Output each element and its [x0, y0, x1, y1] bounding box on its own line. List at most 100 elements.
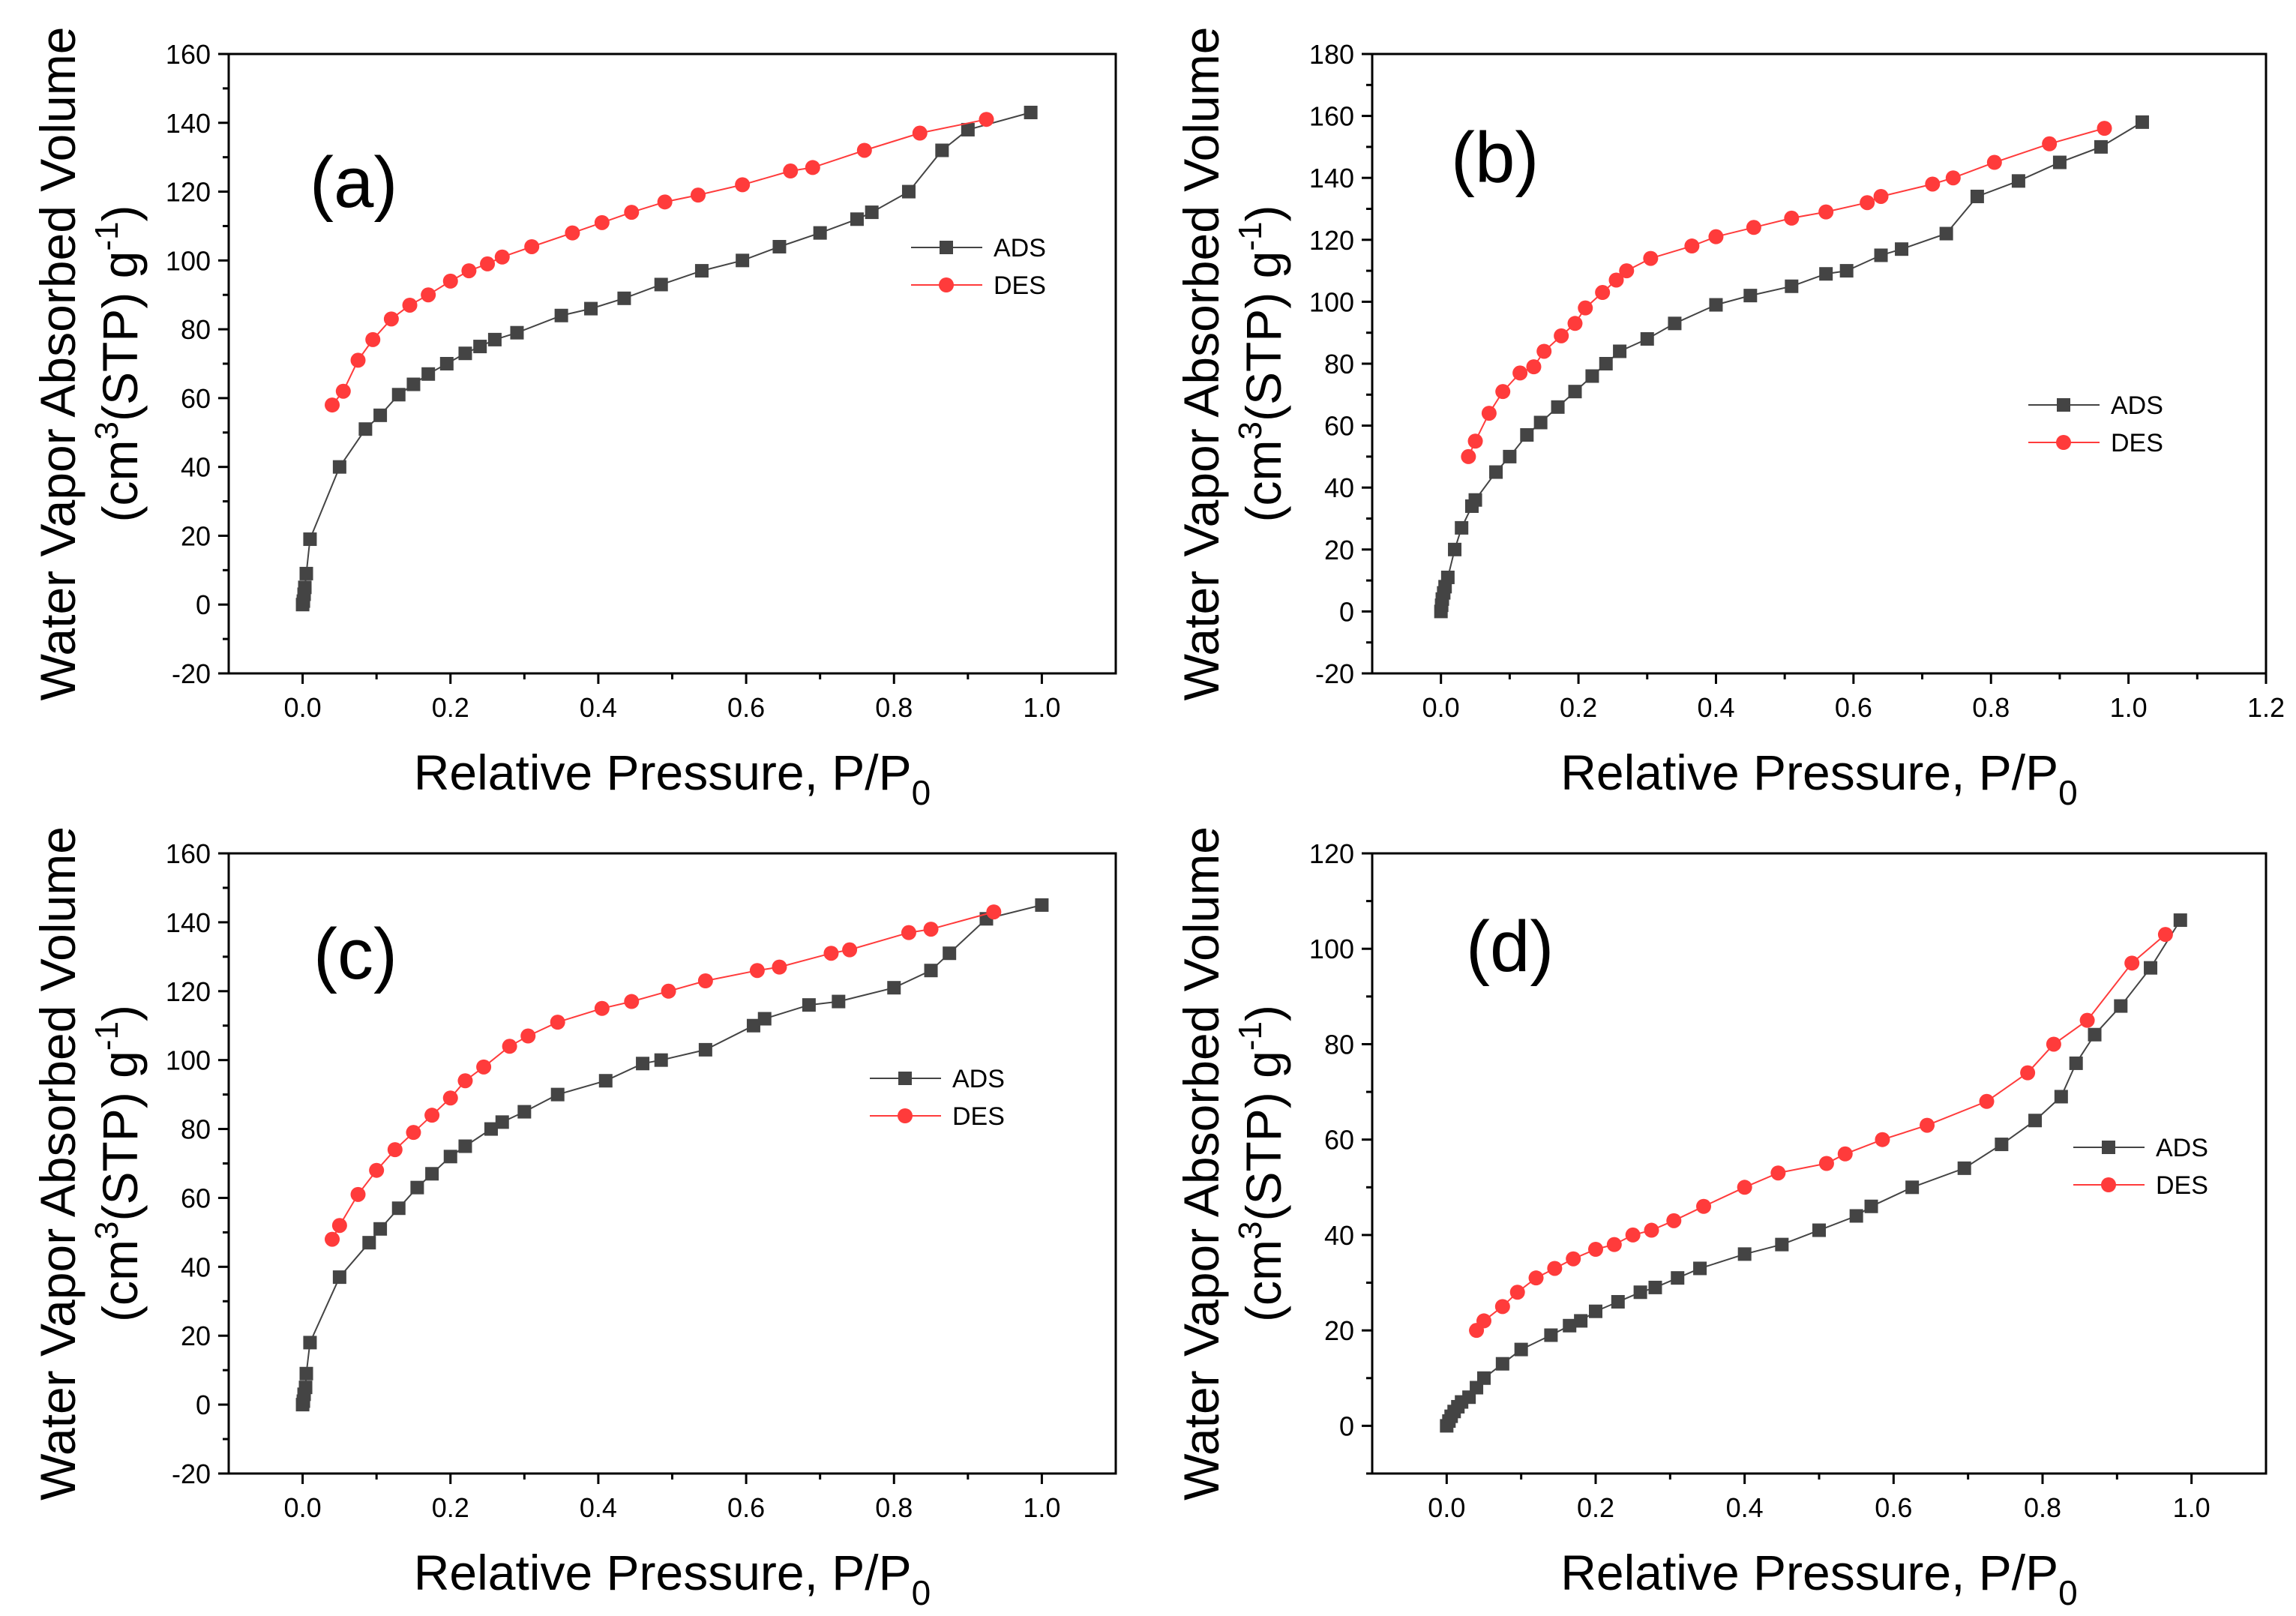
- x-tick-label: 0.6: [727, 1492, 765, 1523]
- y-tick-label: 60: [181, 383, 211, 414]
- data-point-ads: [924, 964, 938, 978]
- y-tick-label: -20: [172, 1459, 211, 1489]
- x-axis-title: Relative Pressure, P/P0: [1560, 745, 2078, 812]
- data-point-ads: [1611, 1294, 1625, 1309]
- data-point-des: [1595, 285, 1611, 301]
- x-tick-label: 0.2: [432, 1492, 469, 1523]
- data-point-ads: [1737, 1247, 1752, 1261]
- data-point-ads: [1905, 1180, 1920, 1195]
- y-axis-title-sup: 3: [1232, 421, 1269, 439]
- data-point-des: [823, 946, 839, 961]
- y-tick-label: 140: [166, 907, 211, 938]
- data-point-ads: [510, 325, 524, 340]
- y-axis-title-close: ): [1236, 1005, 1291, 1021]
- data-point-des: [1684, 238, 1700, 254]
- data-point-ads: [772, 239, 787, 253]
- data-point-des: [1481, 406, 1497, 421]
- data-point-des: [1986, 154, 2002, 170]
- y-tick-label: 0: [196, 1390, 211, 1420]
- data-point-des: [1860, 195, 1875, 211]
- y-tick-label: 40: [181, 1252, 211, 1282]
- data-point-ads: [298, 1381, 313, 1395]
- data-point-des: [842, 942, 858, 958]
- data-point-ads: [1640, 331, 1654, 346]
- data-point-des: [1875, 1132, 1890, 1147]
- data-point-des: [1945, 170, 1961, 186]
- data-point-ads: [1957, 1161, 1971, 1175]
- x-tick-label: 1.0: [2173, 1492, 2211, 1523]
- y-tick-label: -20: [172, 658, 211, 689]
- data-point-des: [476, 1059, 492, 1075]
- data-point-ads: [654, 277, 668, 292]
- data-point-ads: [901, 184, 916, 199]
- legend-label-ads: ADS: [2156, 1134, 2208, 1162]
- y-axis-title-sup2: -1: [1232, 1021, 1269, 1051]
- data-point-des: [1837, 1146, 1853, 1162]
- data-point-ads: [1585, 369, 1599, 383]
- legend-marker-des: [939, 277, 954, 292]
- data-point-des: [1578, 300, 1593, 316]
- y-axis-title-close: ): [92, 1005, 148, 1021]
- x-axis-title-sub: 0: [912, 773, 931, 812]
- data-point-des: [1920, 1117, 1935, 1133]
- x-tick-label: 0.2: [1560, 692, 1597, 723]
- series-ads: [1434, 115, 2149, 619]
- data-point-ads: [1440, 570, 1455, 584]
- y-axis-title-unit-mid: (STP) g: [92, 1051, 148, 1221]
- y-tick-label: 20: [181, 520, 211, 551]
- chart-panel-d: 0.0 0.2 0.4 0.6 0.8 1.0 0 20 40 60 80 100 120 Relativ…: [1173, 826, 2268, 1612]
- y-tick-label: 120: [166, 177, 211, 208]
- data-point-ads: [373, 408, 388, 422]
- data-point-ads: [1477, 1371, 1491, 1385]
- data-point-ads: [598, 1074, 613, 1088]
- y-tick-label: 120: [1309, 225, 1354, 256]
- data-point-ads: [1503, 449, 1517, 463]
- data-point-des: [2046, 1036, 2061, 1052]
- data-point-des: [594, 1000, 610, 1016]
- data-point-des: [1536, 343, 1552, 359]
- data-point-des: [1873, 188, 1889, 204]
- x-tick-label: 0.0: [1422, 692, 1460, 723]
- data-point-ads: [425, 1167, 439, 1181]
- data-point-des: [331, 1218, 347, 1234]
- legend: ADS DES: [911, 234, 1046, 300]
- panel-label: (c): [313, 914, 397, 994]
- y-tick-label: 40: [1324, 1220, 1354, 1251]
- data-point-des: [480, 256, 496, 271]
- data-point-ads: [2054, 1090, 2068, 1104]
- data-point-des: [1495, 384, 1511, 400]
- legend-marker-des: [898, 1108, 913, 1123]
- series-line-ads: [1440, 121, 2143, 612]
- data-point-ads: [850, 212, 864, 226]
- data-point-des: [901, 925, 916, 940]
- y-tick-label: -20: [1315, 658, 1354, 689]
- data-point-ads: [303, 1336, 317, 1350]
- y-tick-label: 80: [181, 1114, 211, 1145]
- data-point-ads: [391, 1201, 406, 1216]
- y-tick-label: 120: [1309, 838, 1354, 869]
- data-point-des: [2079, 1012, 2095, 1028]
- panel-label: (d): [1466, 907, 1554, 987]
- data-point-des: [1566, 1251, 1581, 1267]
- data-point-ads: [1514, 1342, 1528, 1357]
- data-point-ads: [736, 253, 750, 268]
- y-tick-label: 0: [196, 589, 211, 620]
- x-tick-label: 1.0: [2110, 692, 2148, 723]
- series-ads: [1440, 913, 2187, 1433]
- data-point-des: [461, 263, 477, 279]
- data-point-ads: [1693, 1261, 1707, 1276]
- data-point-des: [325, 1231, 340, 1247]
- data-point-des: [2020, 1065, 2036, 1081]
- data-point-des: [1818, 204, 1834, 220]
- data-point-des: [1784, 210, 1800, 226]
- x-tick-label: 0.0: [284, 1492, 322, 1523]
- data-point-ads: [961, 122, 975, 136]
- y-axis-title-unit: (cm: [92, 439, 148, 522]
- y-tick-label: 20: [181, 1321, 211, 1351]
- data-point-des: [1737, 1180, 1752, 1195]
- series-des: [1469, 927, 2173, 1339]
- data-point-ads: [1668, 316, 1682, 331]
- y-axis-title-unit: (cm: [1236, 1240, 1291, 1322]
- y-tick-label: 0: [1339, 1411, 1354, 1441]
